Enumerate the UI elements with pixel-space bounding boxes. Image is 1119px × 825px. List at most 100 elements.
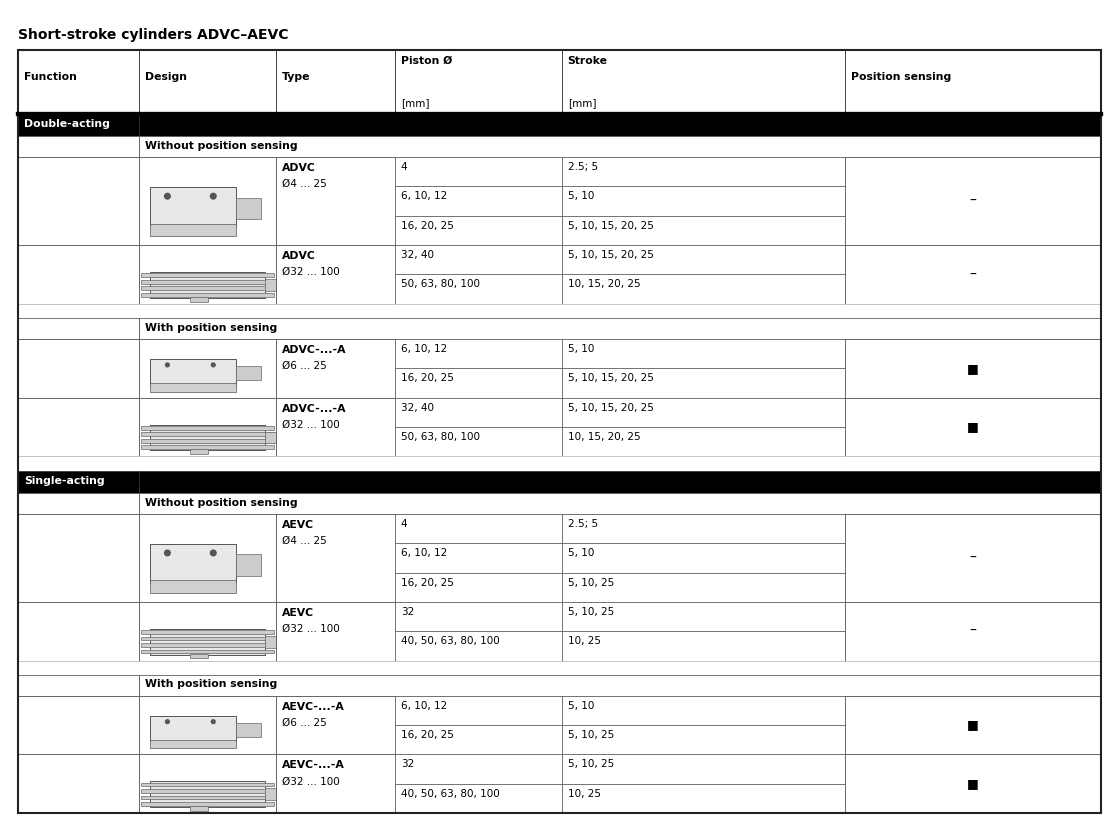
Text: 16, 20, 25: 16, 20, 25	[401, 730, 454, 740]
Text: ■: ■	[967, 361, 979, 375]
Text: 16, 20, 25: 16, 20, 25	[401, 373, 454, 383]
Bar	[18, 470, 139, 493]
Text: With position sensing: With position sensing	[145, 323, 278, 332]
Circle shape	[210, 550, 216, 556]
Circle shape	[164, 550, 170, 556]
Text: ADVC-...-A: ADVC-...-A	[282, 345, 346, 355]
Text: ■: ■	[967, 719, 979, 732]
Text: With position sensing: With position sensing	[145, 679, 278, 690]
Bar	[141, 644, 274, 647]
Circle shape	[211, 363, 215, 367]
Bar	[139, 398, 275, 456]
Bar	[141, 446, 274, 449]
Bar	[150, 359, 236, 384]
Text: 5, 10, 25: 5, 10, 25	[567, 730, 614, 740]
Text: 5, 10, 25: 5, 10, 25	[567, 607, 614, 617]
Bar	[265, 431, 276, 443]
Bar	[139, 493, 1101, 514]
Text: 5, 10, 15, 20, 25: 5, 10, 15, 20, 25	[567, 403, 653, 412]
Bar	[190, 297, 207, 302]
Text: Ø32 ... 100: Ø32 ... 100	[282, 624, 339, 634]
Text: Piston Ø: Piston Ø	[401, 56, 452, 66]
Text: 5, 10: 5, 10	[567, 700, 594, 710]
Bar	[562, 427, 846, 456]
Text: Ø32 ... 100: Ø32 ... 100	[282, 267, 339, 277]
Text: 16, 20, 25: 16, 20, 25	[401, 221, 454, 231]
Bar	[139, 514, 275, 602]
Bar	[139, 50, 275, 114]
Bar	[150, 629, 265, 655]
Text: –: –	[970, 625, 977, 639]
Bar	[139, 602, 275, 661]
Bar	[150, 581, 236, 593]
Text: Design: Design	[145, 73, 187, 82]
Text: –: –	[970, 267, 977, 281]
Bar	[141, 426, 274, 430]
Bar	[18, 50, 139, 114]
Bar	[562, 398, 846, 427]
Text: Ø32 ... 100: Ø32 ... 100	[282, 420, 339, 430]
Text: 4: 4	[401, 162, 407, 172]
Bar	[236, 197, 262, 219]
Bar	[395, 275, 562, 304]
Bar	[562, 695, 846, 725]
Bar	[395, 186, 562, 216]
Bar	[562, 754, 846, 784]
Bar	[562, 543, 846, 573]
Bar	[141, 789, 274, 793]
Text: 50, 63, 80, 100: 50, 63, 80, 100	[401, 280, 480, 290]
Bar	[139, 245, 275, 304]
Bar	[395, 427, 562, 456]
Text: Ø4 ... 25: Ø4 ... 25	[282, 536, 327, 546]
Circle shape	[166, 363, 169, 367]
Bar	[395, 631, 562, 661]
Bar	[265, 789, 276, 800]
Bar	[395, 368, 562, 398]
Text: Function: Function	[23, 73, 77, 82]
Bar	[562, 631, 846, 661]
Bar	[846, 50, 1101, 114]
Bar	[190, 806, 207, 811]
Text: 6, 10, 12: 6, 10, 12	[401, 191, 448, 201]
Text: 2.5; 5: 2.5; 5	[567, 519, 598, 529]
Bar	[18, 114, 139, 136]
Bar	[562, 157, 846, 186]
Circle shape	[210, 193, 216, 199]
Bar	[18, 304, 1101, 318]
Text: 5, 10, 15, 20, 25: 5, 10, 15, 20, 25	[567, 373, 653, 383]
Bar	[141, 783, 274, 786]
Bar	[150, 544, 236, 582]
Text: Single-acting: Single-acting	[23, 476, 104, 486]
Bar	[846, 245, 1101, 304]
Bar	[141, 273, 274, 277]
Bar	[562, 602, 846, 631]
Bar	[562, 186, 846, 216]
Text: 32: 32	[401, 759, 414, 769]
Bar	[141, 802, 274, 806]
Bar	[139, 318, 1101, 339]
Bar	[395, 784, 562, 813]
Bar	[562, 784, 846, 813]
Text: 2.5; 5: 2.5; 5	[567, 162, 598, 172]
Circle shape	[164, 193, 170, 199]
Text: 10, 25: 10, 25	[567, 789, 601, 799]
Bar	[18, 675, 139, 695]
Text: 40, 50, 63, 80, 100: 40, 50, 63, 80, 100	[401, 789, 500, 799]
Text: 6, 10, 12: 6, 10, 12	[401, 700, 448, 710]
Bar	[18, 157, 139, 245]
Text: 5, 10: 5, 10	[567, 191, 594, 201]
Text: Ø4 ... 25: Ø4 ... 25	[282, 179, 327, 189]
Text: –: –	[970, 194, 977, 208]
Bar	[562, 573, 846, 602]
Bar	[395, 754, 562, 784]
Text: Type: Type	[282, 73, 310, 82]
Bar	[265, 279, 276, 291]
Bar	[846, 339, 1101, 398]
Bar	[275, 514, 395, 602]
Text: 16, 20, 25: 16, 20, 25	[401, 578, 454, 587]
Text: 5, 10, 25: 5, 10, 25	[567, 759, 614, 769]
Text: ADVC-...-A: ADVC-...-A	[282, 403, 346, 413]
Bar	[18, 456, 1101, 470]
Bar	[18, 398, 139, 456]
Text: 50, 63, 80, 100: 50, 63, 80, 100	[401, 431, 480, 442]
